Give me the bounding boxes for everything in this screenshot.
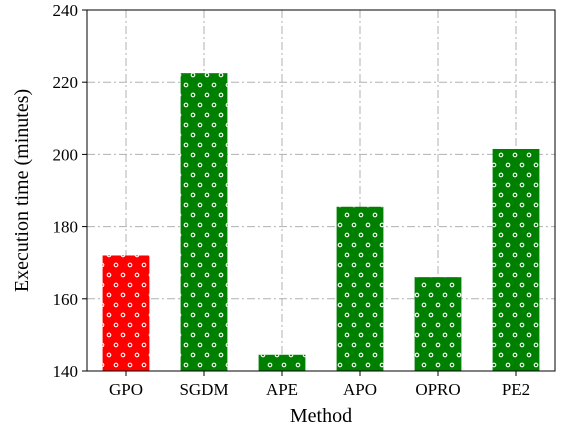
x-tick-label-gpo: GPO [109, 380, 143, 399]
bar-hatch-sgdm [180, 73, 228, 372]
x-tick-label-pe2: PE2 [502, 380, 530, 399]
axis-ticks: 140 160 180 200 220 240 GPO SGDM APE APO OPRO PE2 [53, 1, 531, 399]
x-axis-label: Method [290, 405, 352, 427]
bar-hatch-gpo [102, 255, 150, 371]
bar-hatch-opro [414, 277, 462, 371]
x-tick-label-opro: OPRO [415, 380, 460, 399]
y-tick-label: 200 [53, 145, 79, 164]
x-tick-label-apo: APO [343, 380, 377, 399]
y-tick-label: 160 [53, 290, 79, 309]
y-tick-label: 220 [53, 73, 79, 92]
y-tick-label: 140 [53, 362, 79, 381]
grid-lines [87, 10, 555, 371]
bar-hatch-apo [336, 206, 384, 371]
bar-hatch-pe2 [492, 148, 540, 371]
bar-hatch-ape [258, 354, 306, 371]
x-tick-label-ape: APE [266, 380, 298, 399]
y-tick-label: 180 [53, 218, 79, 237]
plot-frame [86, 9, 556, 372]
bars [102, 73, 540, 372]
x-tick-label-sgdm: SGDM [179, 380, 228, 399]
y-axis-label: Execution time (minutes) [11, 89, 33, 292]
y-tick-label: 240 [53, 1, 79, 20]
